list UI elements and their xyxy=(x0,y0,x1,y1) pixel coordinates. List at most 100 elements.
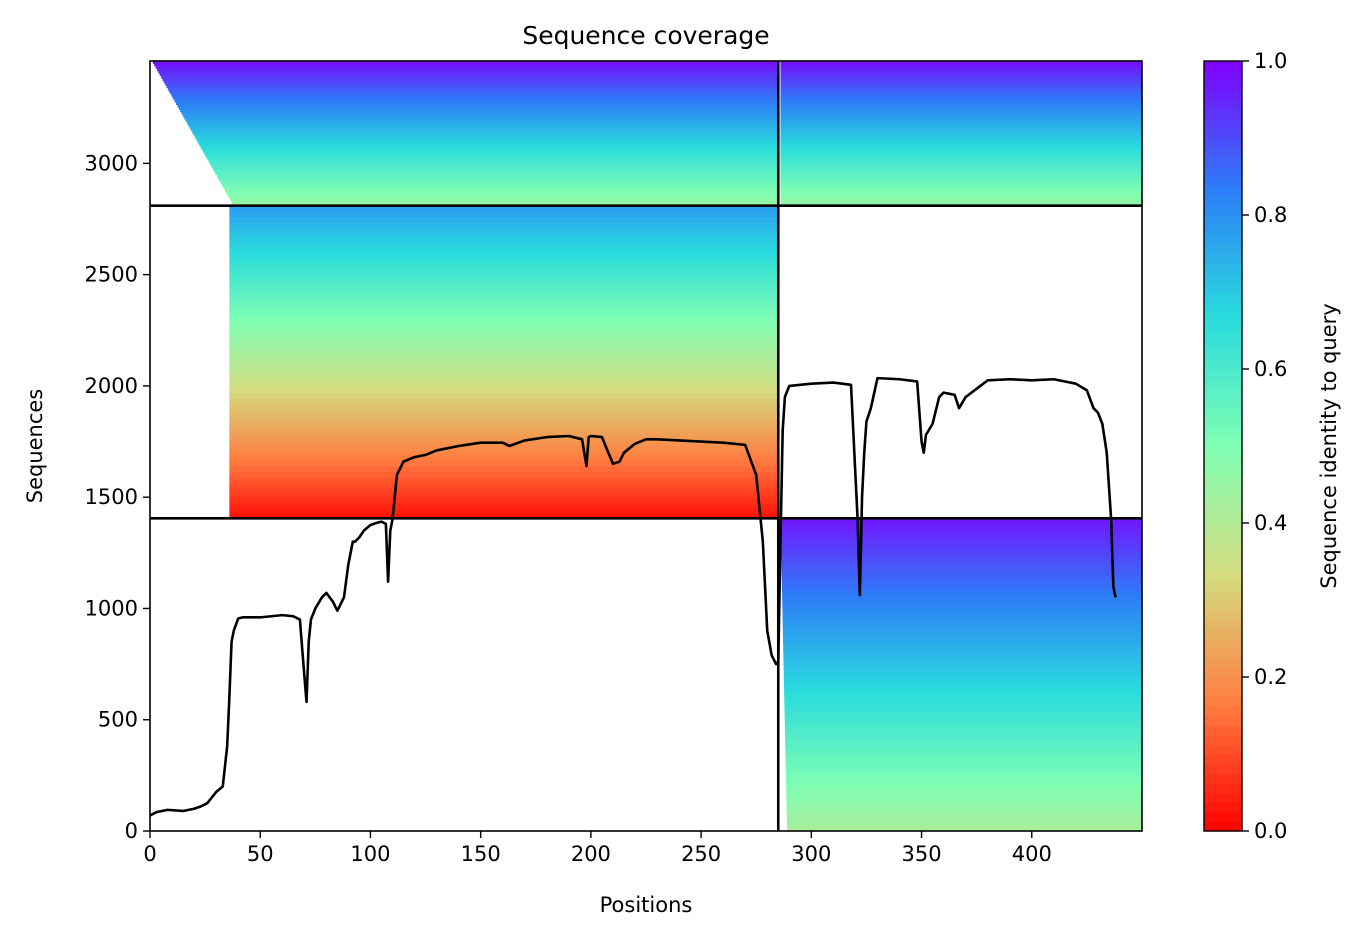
heatmap-band xyxy=(229,289,779,295)
heatmap-band xyxy=(780,111,1142,115)
heatmap-band xyxy=(780,130,1142,134)
block-top-right xyxy=(780,61,1142,207)
heatmap-band xyxy=(229,257,779,264)
x-tick-label: 250 xyxy=(681,842,721,866)
heatmap-band xyxy=(192,130,779,134)
heatmap-band xyxy=(780,77,1142,81)
heatmap-band xyxy=(780,82,1142,86)
heatmap-band xyxy=(780,183,1142,187)
heatmap-band xyxy=(782,606,1142,613)
heatmap-band xyxy=(781,549,1142,556)
heatmap-band xyxy=(780,87,1142,91)
heatmap-band xyxy=(786,815,1142,822)
colorbar-segment xyxy=(1204,186,1242,197)
heatmap-band xyxy=(229,205,779,212)
heatmap-band xyxy=(229,356,779,363)
colorbar-tick-label: 0.6 xyxy=(1254,357,1287,381)
heatmap-band xyxy=(166,85,779,89)
heatmap-band xyxy=(780,523,1142,530)
heatmap-band xyxy=(780,61,1142,65)
heatmap-band xyxy=(780,193,1142,197)
colorbar-segment xyxy=(1204,417,1242,428)
heatmap-band xyxy=(786,778,1142,785)
heatmap-band xyxy=(158,70,779,74)
colorbar-segment xyxy=(1204,234,1242,245)
colorbar-segment xyxy=(1204,157,1242,168)
heatmap-band xyxy=(780,200,1142,204)
heatmap-band xyxy=(229,382,779,389)
colorbar-segment xyxy=(1204,484,1242,495)
heatmap-band xyxy=(780,142,1142,146)
heatmap-band xyxy=(780,135,1142,139)
colorbar: 0.0 0.2 0.4 0.6 0.8 1.0 xyxy=(1203,49,1287,843)
heatmap-band xyxy=(780,147,1142,151)
colorbar-segment xyxy=(1204,494,1242,505)
heatmap-band xyxy=(220,181,779,185)
heatmap-band xyxy=(781,565,1142,572)
heatmap-band xyxy=(780,528,1142,535)
heatmap-band xyxy=(782,601,1142,608)
heatmap-band xyxy=(229,351,779,358)
colorbar-segment xyxy=(1204,407,1242,418)
heatmap-band xyxy=(784,716,1142,723)
heatmap-band xyxy=(229,403,779,410)
heatmap-band xyxy=(783,653,1142,660)
colorbar-segment xyxy=(1204,89,1242,101)
heatmap-band xyxy=(785,731,1142,738)
heatmap-band xyxy=(780,73,1142,77)
heatmap-band xyxy=(229,450,779,457)
heatmap-band xyxy=(780,155,1142,159)
heatmap-band xyxy=(229,304,779,311)
y-tick-label: 500 xyxy=(98,708,138,732)
heatmap-band xyxy=(185,118,779,122)
heatmap-band xyxy=(229,325,779,332)
colorbar-segment xyxy=(1204,744,1242,755)
x-tick-label: 200 xyxy=(571,842,611,866)
heatmap-band xyxy=(780,140,1142,144)
heatmap-band xyxy=(783,659,1142,665)
heatmap-band xyxy=(229,273,779,280)
colorbar-segment xyxy=(1204,128,1242,139)
colorbar-segment xyxy=(1204,580,1242,591)
heatmap-band xyxy=(229,226,779,233)
plot-area xyxy=(150,61,1142,831)
x-tick-label: 50 xyxy=(247,842,274,866)
heatmap-band xyxy=(227,193,779,197)
heatmap-band xyxy=(161,75,779,79)
heatmap-band xyxy=(785,752,1142,759)
heatmap-band xyxy=(174,99,779,103)
heatmap-band xyxy=(784,685,1142,691)
colorbar-segment xyxy=(1204,446,1242,457)
heatmap-band xyxy=(780,63,1142,67)
heatmap-band xyxy=(229,247,779,254)
heatmap-band xyxy=(783,643,1142,650)
heatmap-band xyxy=(781,544,1142,551)
heatmap-band xyxy=(209,162,779,166)
colorbar-segment xyxy=(1204,551,1242,563)
colorbar-segment xyxy=(1204,455,1242,466)
heatmap-band xyxy=(229,388,779,394)
heatmap-band xyxy=(780,164,1142,168)
heatmap-band xyxy=(229,196,779,200)
heatmap-band xyxy=(203,150,779,154)
colorbar-segment xyxy=(1204,503,1242,514)
heatmap-band xyxy=(189,126,779,130)
heatmap-band xyxy=(780,80,1142,84)
heatmap-band xyxy=(182,114,779,118)
colorbar-segment xyxy=(1204,70,1242,81)
heatmap-band xyxy=(229,283,779,290)
heatmap-band xyxy=(155,65,779,69)
heatmap-band xyxy=(229,242,779,248)
block-top-left xyxy=(152,61,779,207)
heatmap-band xyxy=(785,747,1142,754)
colorbar-segment xyxy=(1204,821,1242,832)
heatmap-band xyxy=(780,174,1142,178)
heatmap-band xyxy=(786,794,1142,801)
heatmap-band xyxy=(786,804,1142,811)
heatmap-band xyxy=(780,75,1142,79)
y-tick-label: 2000 xyxy=(85,374,138,398)
heatmap-band xyxy=(178,106,779,110)
colorbar-segment xyxy=(1204,763,1242,774)
colorbar-segment xyxy=(1204,243,1242,255)
